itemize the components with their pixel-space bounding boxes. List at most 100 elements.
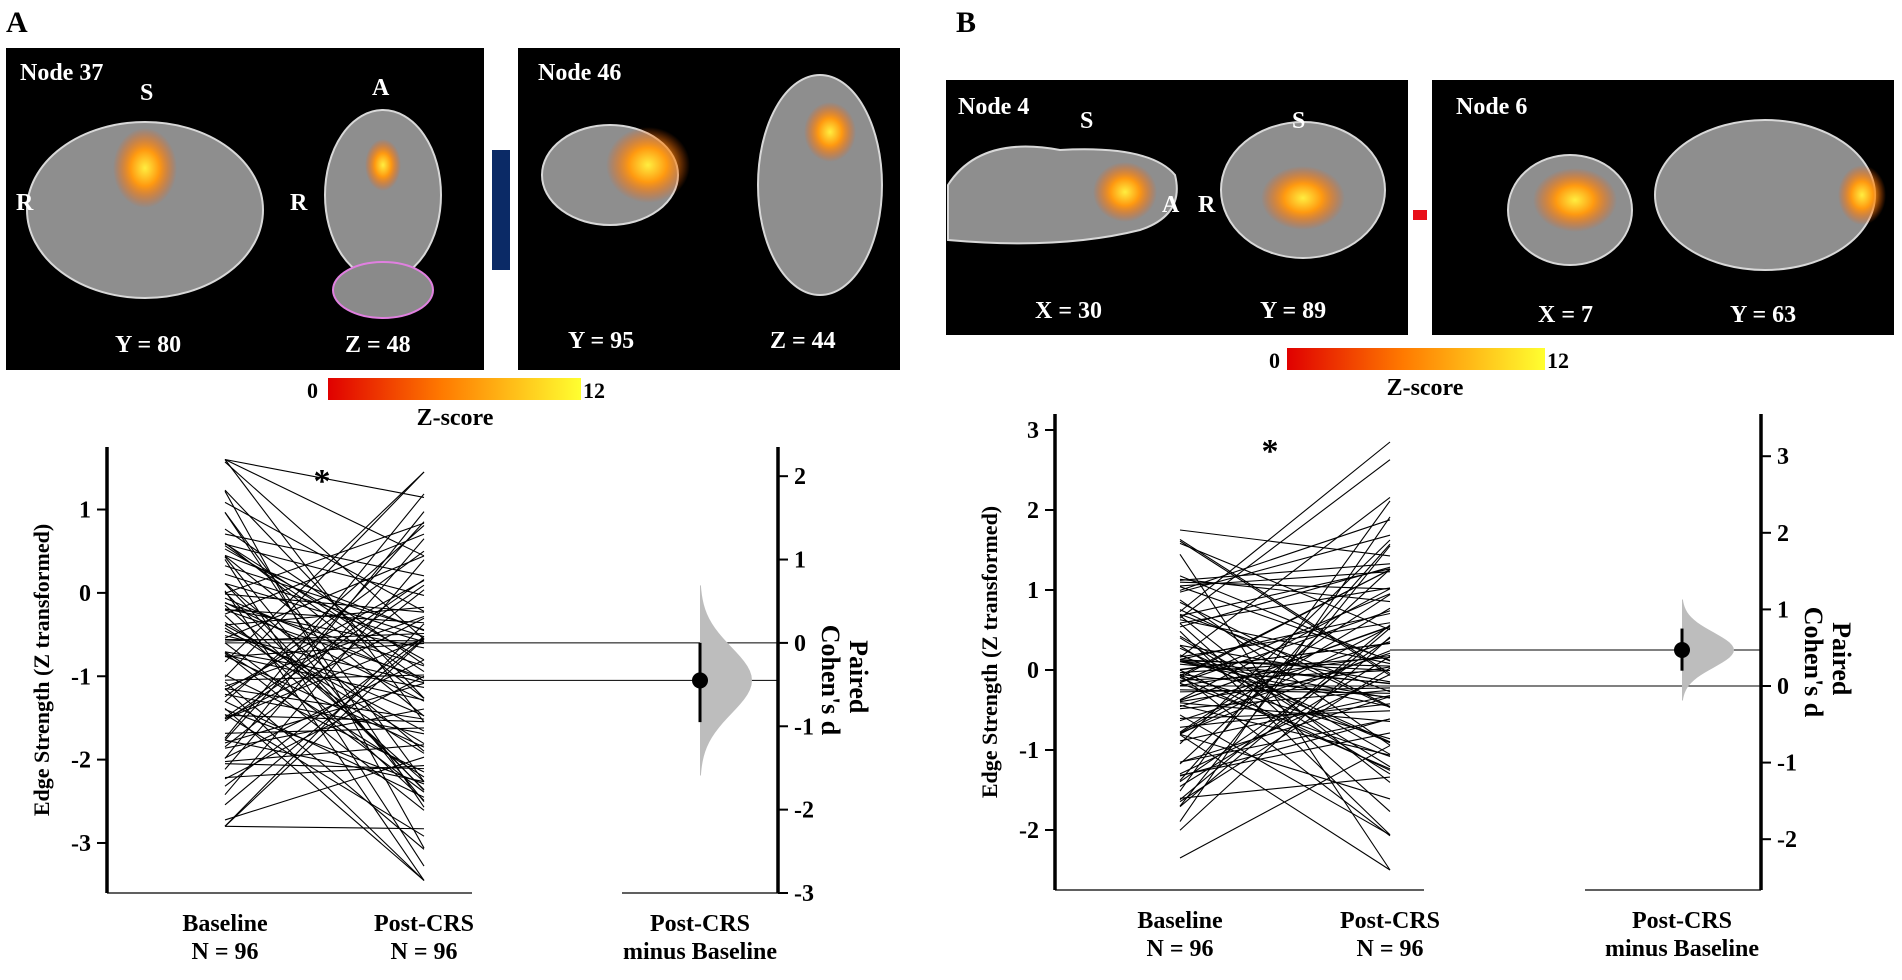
- activation-blob: [1533, 168, 1617, 232]
- paired-line: [1179, 674, 1391, 837]
- y-tick-label: 0: [79, 581, 91, 607]
- y-tick-label: 1: [79, 498, 91, 524]
- paired-line: [224, 501, 425, 612]
- slice-coordinate: Z = 44: [770, 328, 836, 354]
- paired-line: [1179, 659, 1391, 671]
- colorbar-max: 12: [1547, 348, 1569, 373]
- x-category-label: Post-CRS: [1340, 908, 1440, 934]
- y-tick-label: -2: [1019, 818, 1039, 844]
- paired-line: [224, 707, 425, 881]
- paired-line: [224, 555, 425, 717]
- effect-size-label-line1: Paired: [844, 640, 873, 714]
- x-category-label: minus Baseline: [623, 939, 777, 965]
- paired-line: [224, 602, 425, 667]
- paired-line: [224, 642, 425, 793]
- x-category-label: Baseline: [182, 911, 268, 937]
- effect-size-tick-label: -3: [794, 881, 814, 907]
- orientation-letter: A: [1162, 192, 1180, 218]
- effect-size-label: Paired Cohen's d: [1799, 607, 1856, 718]
- activation-blob: [1261, 166, 1345, 230]
- paired-line: [1179, 667, 1391, 803]
- effect-size-tick-label: 2: [794, 464, 806, 490]
- paired-line: [1179, 714, 1391, 836]
- node-label: Node 6: [1456, 94, 1527, 120]
- paired-line: [224, 471, 425, 663]
- colorbar-title: Z-score: [1387, 375, 1464, 401]
- paired-line: [224, 609, 425, 624]
- paired-line: [1179, 545, 1391, 807]
- paired-line: [1179, 601, 1391, 708]
- paired-line: [224, 687, 425, 720]
- paired-line: [1179, 663, 1391, 684]
- paired-line: [1179, 540, 1391, 676]
- x-category-label: minus Baseline: [1605, 936, 1759, 962]
- slice-coordinate: X = 7: [1538, 302, 1593, 328]
- significance-marker: *: [314, 463, 331, 500]
- activation-blob: [113, 128, 177, 208]
- x-category-label: Post-CRS: [374, 911, 474, 937]
- paired-line: [1179, 500, 1391, 792]
- paired-line: [224, 579, 425, 718]
- paired-line: [1179, 635, 1391, 755]
- network-edge-connector: [1413, 210, 1427, 220]
- paired-line: [224, 542, 425, 699]
- x-category-label: N = 96: [1356, 936, 1423, 962]
- activation-blob: [606, 127, 690, 203]
- paired-line: [1179, 569, 1391, 677]
- paired-line: [224, 459, 425, 723]
- paired-line: [224, 727, 425, 734]
- paired-line: [224, 459, 425, 557]
- paired-line: [1179, 529, 1391, 557]
- paired-line: [1179, 563, 1391, 581]
- paired-lines: [224, 458, 425, 881]
- brain-image-node-6: Node 6 X = 7 Y = 63: [1432, 80, 1894, 335]
- paired-line: [224, 554, 425, 632]
- slice-coordinate: X = 30: [1035, 298, 1102, 324]
- effect-size-point: [692, 672, 708, 689]
- paired-line: [1179, 625, 1391, 702]
- node-label: Node 46: [538, 60, 621, 86]
- orientation-letter: S: [140, 80, 153, 106]
- panel-b: B Node 4 S A S R X = 30 Y = 89 Node 6 X …: [946, 6, 1894, 962]
- y-tick-label: 2: [1027, 498, 1039, 524]
- paired-line: [224, 543, 425, 596]
- effect-size-label-line2: Cohen's d: [816, 625, 845, 736]
- paired-line: [224, 638, 425, 806]
- paired-line: [1179, 459, 1391, 619]
- activation-blob: [365, 139, 401, 191]
- coronal-slice-shape: [26, 121, 264, 299]
- axial-slice-shape: [324, 109, 442, 281]
- y-ticks: 1 0 -1 -2 -3: [71, 498, 107, 857]
- paired-line: [1179, 710, 1391, 719]
- plot-a: 1 0 -1 -2 -3 2 1 0 -1 -2 -3 Edge Strength (Z tran…: [29, 447, 873, 965]
- effect-size-point: [1674, 642, 1690, 658]
- paired-line: [1179, 575, 1391, 662]
- paired-line: [224, 573, 425, 638]
- paired-line: [1179, 610, 1391, 684]
- y-tick-label: 0: [1027, 658, 1039, 684]
- orientation-letter: S: [1292, 108, 1305, 134]
- paired-line: [224, 630, 425, 717]
- paired-line: [1179, 534, 1391, 593]
- paired-line: [1179, 689, 1391, 710]
- paired-line: [1179, 704, 1391, 756]
- effect-size-ticks: 3 2 1 0 -1 -2: [1761, 444, 1797, 853]
- x-category-label: Post-CRS: [1632, 908, 1732, 934]
- colorbar-gradient: [1287, 348, 1545, 370]
- paired-line: [224, 638, 425, 827]
- brain-image-node-46: Node 46 Y = 95 Z = 44: [518, 48, 900, 370]
- x-category-label: Baseline: [1137, 908, 1223, 934]
- paired-line: [1179, 687, 1391, 693]
- paired-line: [1179, 677, 1391, 770]
- brain-image-node-4: Node 4 S A S R X = 30 Y = 89: [946, 80, 1408, 335]
- paired-line: [224, 681, 425, 850]
- paired-line: [1179, 538, 1391, 675]
- effect-size-tick-label: -1: [1777, 751, 1797, 777]
- y-axis-label: Edge Strength (Z transformed): [29, 524, 54, 816]
- effect-size-tick-label: 2: [1777, 521, 1789, 547]
- paired-line: [224, 632, 425, 642]
- paired-line: [1179, 588, 1391, 701]
- paired-line: [224, 533, 425, 577]
- panel-a-label: A: [6, 6, 28, 39]
- network-edge-connector: [492, 150, 510, 270]
